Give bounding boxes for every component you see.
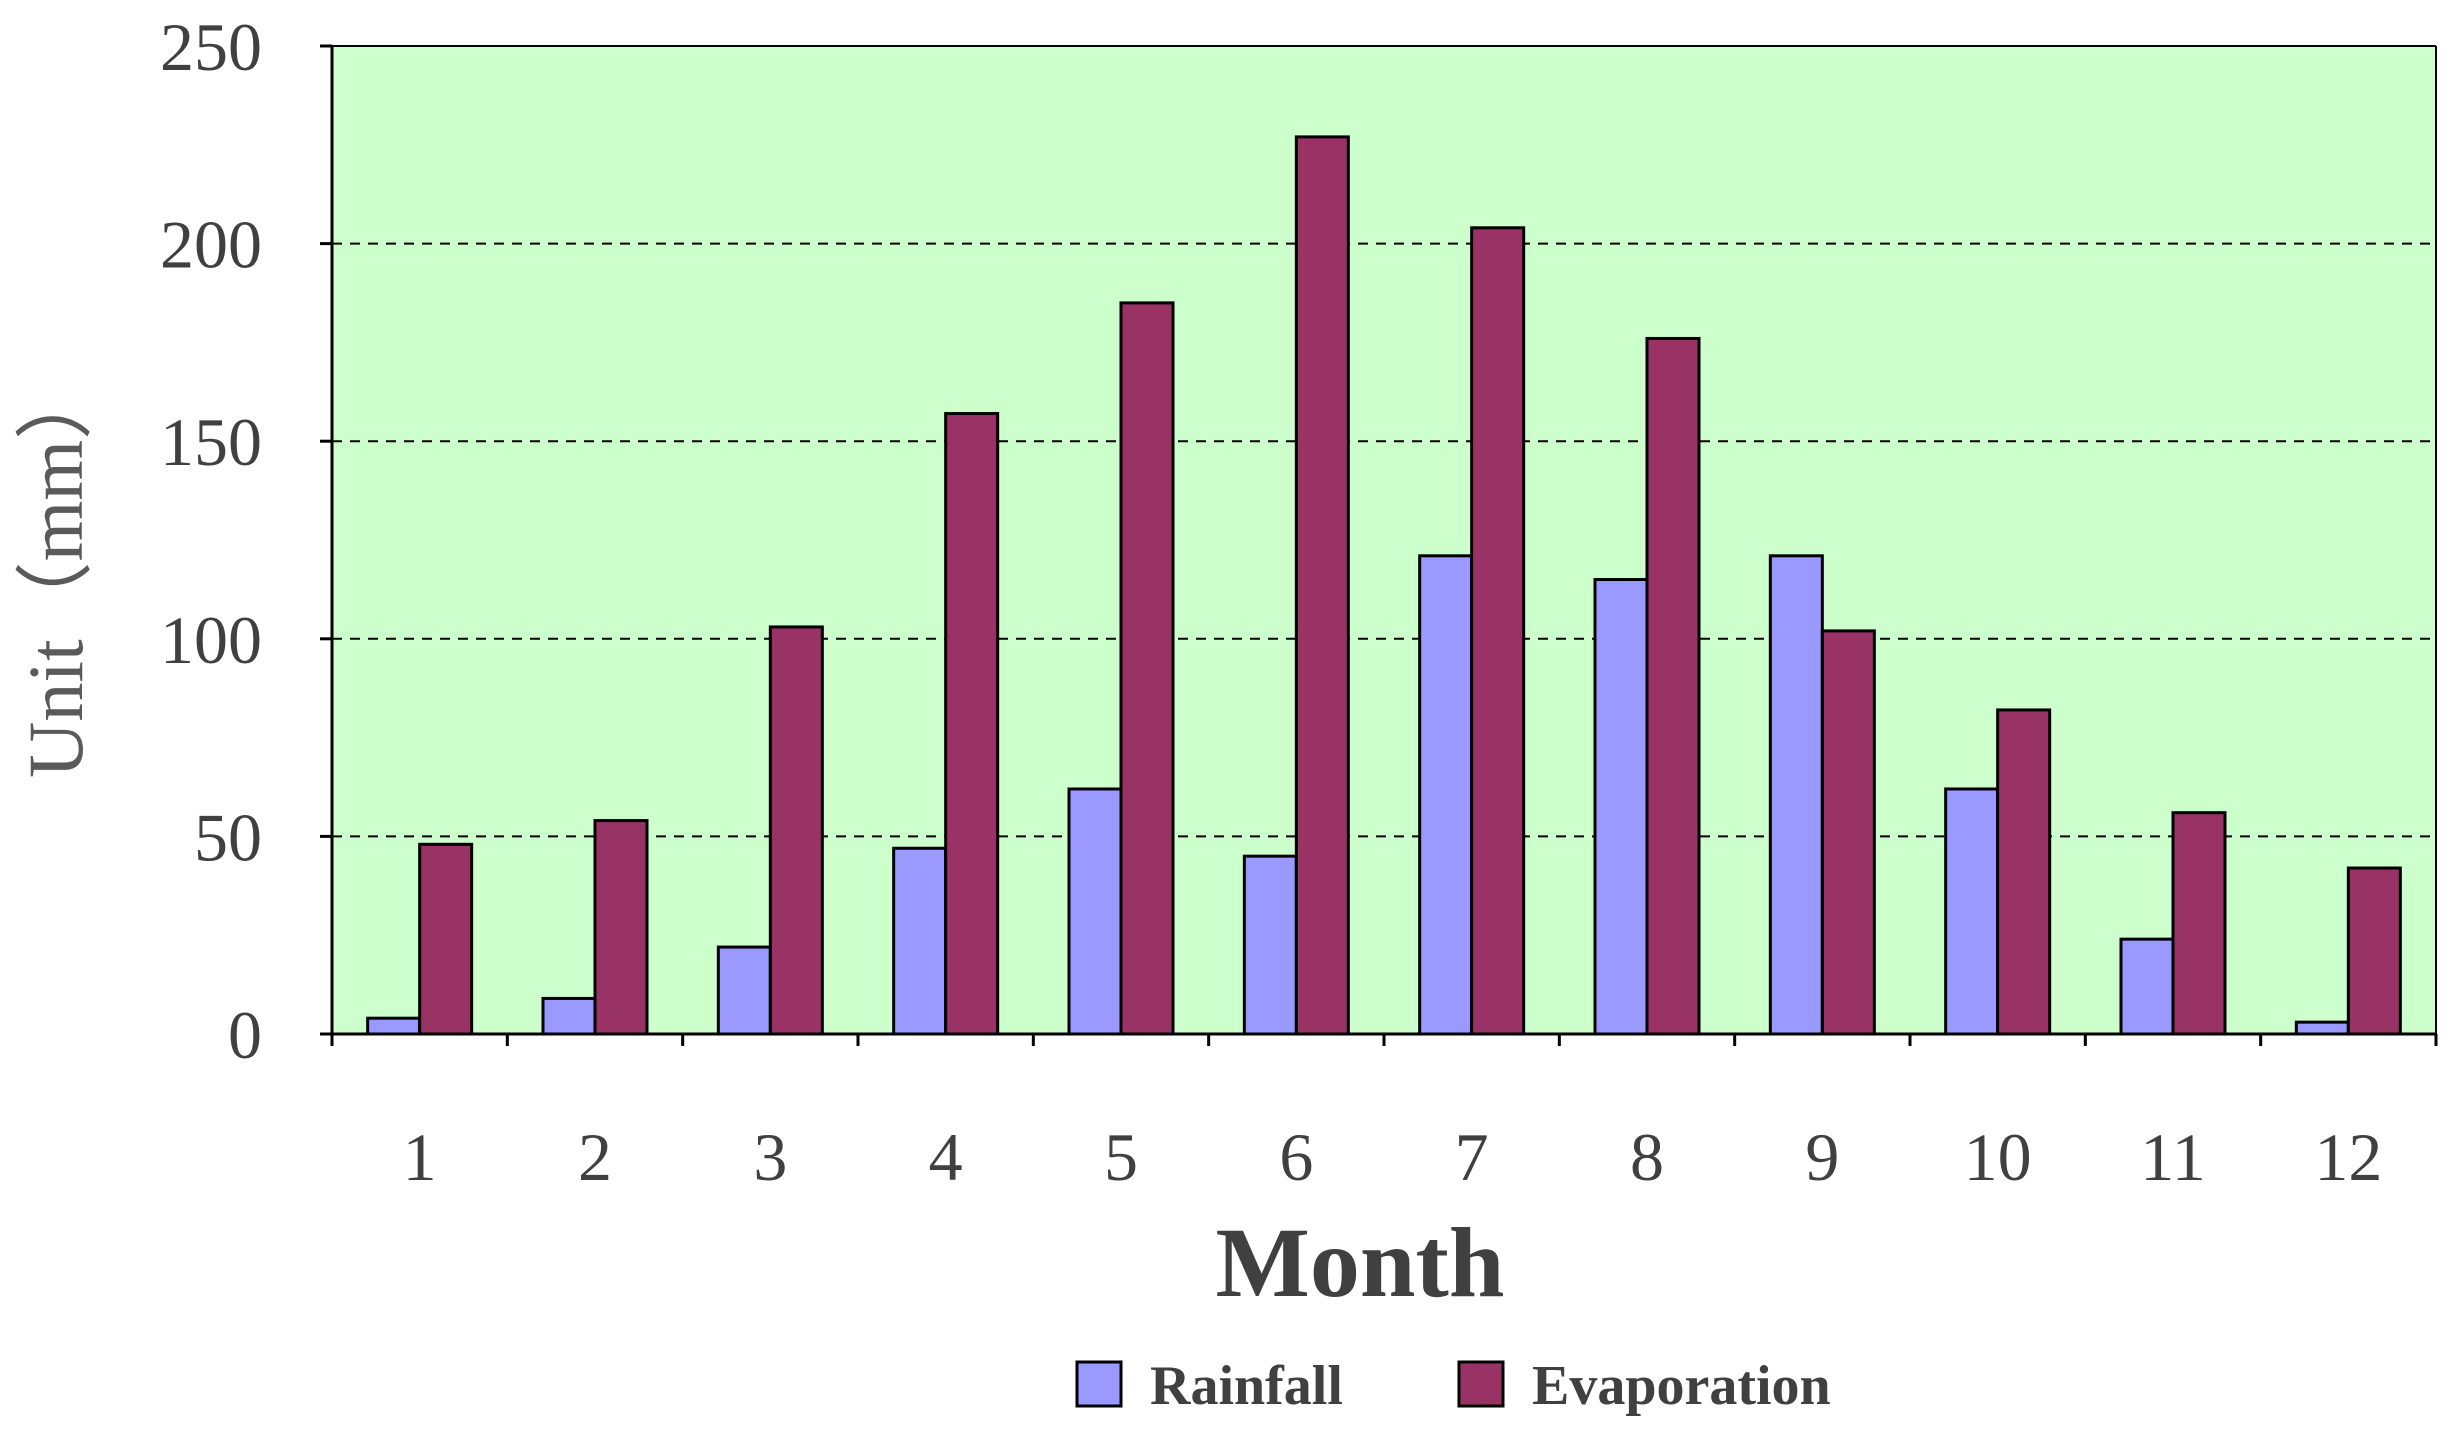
- x-tick-label: 3: [753, 1119, 787, 1195]
- y-tick-label: 0: [228, 997, 262, 1073]
- bar-evaporation-10: [1996, 708, 2052, 1036]
- legend-label-evaporation: Evaporation: [1532, 1355, 1831, 1417]
- bar-evaporation-11: [2171, 811, 2227, 1036]
- bar-rainfall-3: [716, 945, 772, 1036]
- x-tick-label: 9: [1805, 1119, 1839, 1195]
- x-tick-label: 10: [1964, 1119, 2032, 1195]
- x-tick-label: 5: [1104, 1119, 1138, 1195]
- y-tick-labels: 0 50 100 150 200 250: [160, 9, 262, 1073]
- bar-evaporation-4: [944, 412, 1000, 1036]
- bar-evaporation-7: [1470, 226, 1526, 1036]
- bar-rainfall-2: [541, 996, 597, 1036]
- bar-evaporation-12: [2346, 866, 2402, 1036]
- y-tick-label: 250: [160, 9, 262, 85]
- bar-rainfall-12: [2294, 1020, 2350, 1036]
- bar-rainfall-7: [1418, 554, 1474, 1036]
- bar-rainfall-5: [1067, 787, 1123, 1036]
- legend-label-rainfall: Rainfall: [1150, 1355, 1343, 1417]
- x-tick-label: 11: [2140, 1119, 2205, 1195]
- bar-evaporation-5: [1119, 301, 1175, 1036]
- x-tick-label: 1: [403, 1119, 437, 1195]
- bar-rainfall-4: [892, 846, 948, 1036]
- y-tick-label: 50: [194, 799, 262, 875]
- legend-swatch-evaporation: [1457, 1360, 1505, 1408]
- bar-evaporation-9: [1820, 629, 1876, 1036]
- ticks: [320, 44, 2438, 1046]
- bar-rainfall-8: [1593, 578, 1649, 1036]
- y-tick-label: 200: [160, 207, 262, 283]
- legend-swatch-rainfall: [1075, 1360, 1123, 1408]
- bar-evaporation-1: [418, 842, 474, 1036]
- y-tick-label: 150: [160, 404, 262, 480]
- x-tick-label: 4: [929, 1119, 963, 1195]
- x-axis-label: Month: [1216, 1207, 1505, 1318]
- bar-rainfall-9: [1768, 554, 1824, 1036]
- x-tick-label: 7: [1455, 1119, 1489, 1195]
- bar-rainfall-6: [1242, 854, 1298, 1036]
- x-tick-label: 2: [578, 1119, 612, 1195]
- plot-area: [332, 46, 2436, 1034]
- legend: Rainfall Evaporation: [1075, 1355, 1831, 1417]
- bar-rainfall-11: [2119, 937, 2175, 1036]
- bar-evaporation-2: [593, 819, 649, 1036]
- bar-rainfall-10: [1944, 787, 2000, 1036]
- bar-evaporation-6: [1294, 135, 1350, 1036]
- bar-rainfall-1: [366, 1016, 422, 1036]
- y-axis-label: Unit（mm）: [12, 362, 99, 778]
- x-tick-labels: 1 2 3 4 5 6 7 8 9 10 11 12: [403, 1119, 2383, 1195]
- bar-evaporation-3: [768, 625, 824, 1036]
- gridlines: [332, 242, 2436, 838]
- x-tick-label: 6: [1279, 1119, 1313, 1195]
- bar-evaporation-8: [1645, 336, 1701, 1036]
- y-tick-label: 100: [160, 602, 262, 678]
- x-tick-label: 8: [1630, 1119, 1664, 1195]
- x-tick-label: 12: [2314, 1119, 2382, 1195]
